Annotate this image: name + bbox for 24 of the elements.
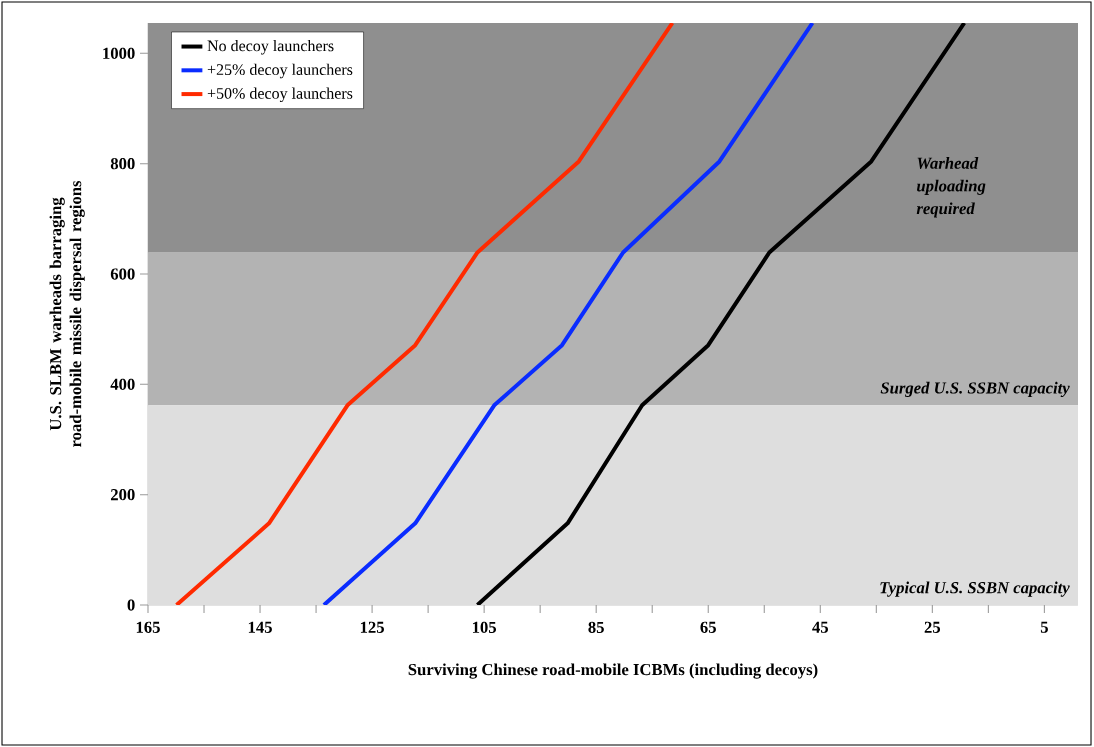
y-tick-label: 800 xyxy=(110,158,135,170)
legend-label: +25% decoy launchers xyxy=(207,63,353,79)
legend-label: No decoy launchers xyxy=(207,39,334,55)
band-label: Warhead uploading required xyxy=(916,157,986,218)
x-tick-label: 145 xyxy=(248,621,272,633)
x-tick-label: 25 xyxy=(924,621,941,633)
band-label: Surged U.S. SSBN capacity xyxy=(880,381,1070,398)
legend-label: +50% decoy launchers xyxy=(207,87,353,103)
y-tick-label: 0 xyxy=(127,599,135,611)
y-tick-label: 200 xyxy=(110,489,135,501)
x-tick-label: 165 xyxy=(136,621,160,633)
x-tick-label: 45 xyxy=(812,621,828,633)
y-tick-label: 1000 xyxy=(103,47,135,59)
y-tick-label: 600 xyxy=(110,268,135,280)
x-tick-label: 105 xyxy=(472,621,497,633)
line-series xyxy=(174,23,675,605)
x-tick-label: 125 xyxy=(360,621,384,633)
y-axis-title: U.S. SLBM warheads barraging road-mobile missile dispersal regions xyxy=(49,180,85,448)
x-axis-title: Surviving Chinese road-mobile ICBMs (including decoys) xyxy=(408,663,818,679)
x-tick-label: 85 xyxy=(588,621,604,633)
y-tick-label: 400 xyxy=(110,378,135,390)
x-tick-label: 5 xyxy=(1040,621,1048,633)
band-label: Typical U.S. SSBN capacity xyxy=(880,581,1070,597)
x-tick-label: 65 xyxy=(700,621,716,633)
